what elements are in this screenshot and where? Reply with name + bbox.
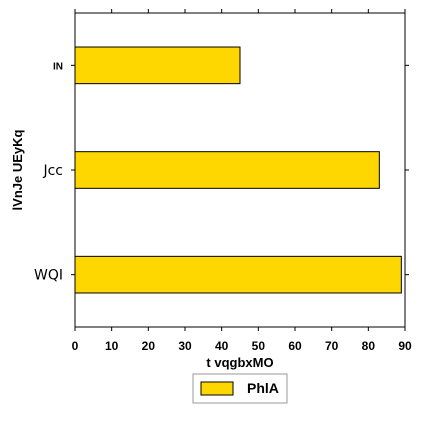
y-tick-label: WQI [34,268,63,284]
x-tick-label: 90 [398,339,412,353]
x-tick-label: 40 [215,339,229,353]
x-tick-label: 10 [105,339,119,353]
x-tick-label: 50 [252,339,266,353]
x-tick-label: 60 [288,339,302,353]
bar-jcc [74,151,380,189]
y-tick-label: Jcc [42,163,63,179]
y-tick-label: IN [53,61,63,72]
bar-wqi [74,255,402,294]
y-axis-ticks: WQI Jcc IN [34,61,409,284]
x-tick-label: 70 [325,339,339,353]
x-tick-label: 0 [72,339,79,353]
bar-in [74,46,241,85]
bars-group [74,46,402,294]
x-tick-label: 20 [142,339,156,353]
x-axis-ticks: 0 10 20 30 40 50 60 70 80 90 [72,9,412,353]
x-axis-title: t vqgbxMO [206,355,273,370]
legend-swatch [200,381,234,396]
legend-label: PhlA [247,380,279,396]
y-axis-title: lVnJe UEyKq [10,129,25,210]
x-tick-label: 30 [178,339,192,353]
legend: PhlA [192,373,288,404]
x-tick-label: 80 [362,339,376,353]
